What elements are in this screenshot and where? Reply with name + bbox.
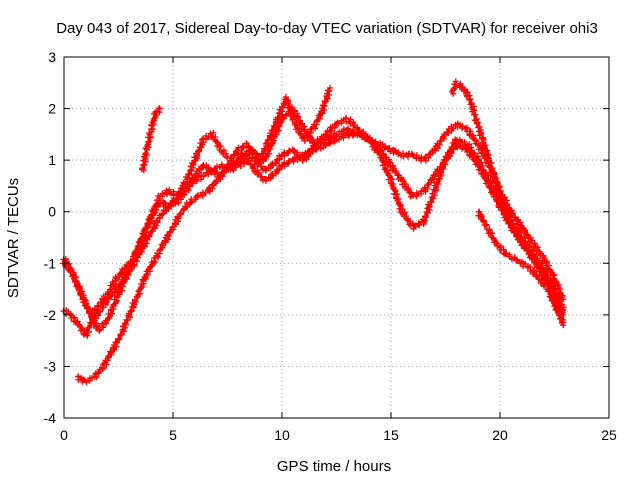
y-tick-label: 2 (48, 101, 56, 117)
plot-frame (63, 56, 610, 419)
x-tick-label: 5 (169, 427, 177, 443)
point-markers (75, 84, 333, 386)
series-track-7 (475, 208, 567, 323)
x-tick-label: 10 (274, 427, 290, 443)
y-tick-label: 3 (48, 49, 56, 65)
y-tick-label: 0 (48, 204, 56, 220)
x-axis-label: GPS time / hours (277, 458, 391, 475)
series-track-5 (139, 105, 163, 174)
series-track-4 (75, 84, 333, 386)
x-tick-label: 0 (60, 427, 68, 443)
point-markers (475, 208, 567, 323)
y-tick-label: -4 (44, 410, 57, 426)
point-markers (139, 105, 163, 174)
x-tick-label: 20 (492, 427, 508, 443)
y-axis-label: SDTVAR / TECUs (5, 178, 22, 298)
y-tick-label: -3 (44, 358, 57, 374)
y-tick-label: -1 (44, 255, 57, 271)
chart-title: Day 043 of 2017, Sidereal Day-to-day VTE… (56, 20, 598, 37)
y-tick-label: 1 (48, 152, 56, 168)
axis-ticks: 0 5 10 15 20 25 -4 -3 -2 -1 0 1 2 3 (44, 49, 617, 443)
x-tick-label: 25 (601, 427, 617, 443)
x-tick-label: 15 (383, 427, 399, 443)
data-marks (59, 78, 567, 386)
y-tick-label: -2 (44, 307, 57, 323)
